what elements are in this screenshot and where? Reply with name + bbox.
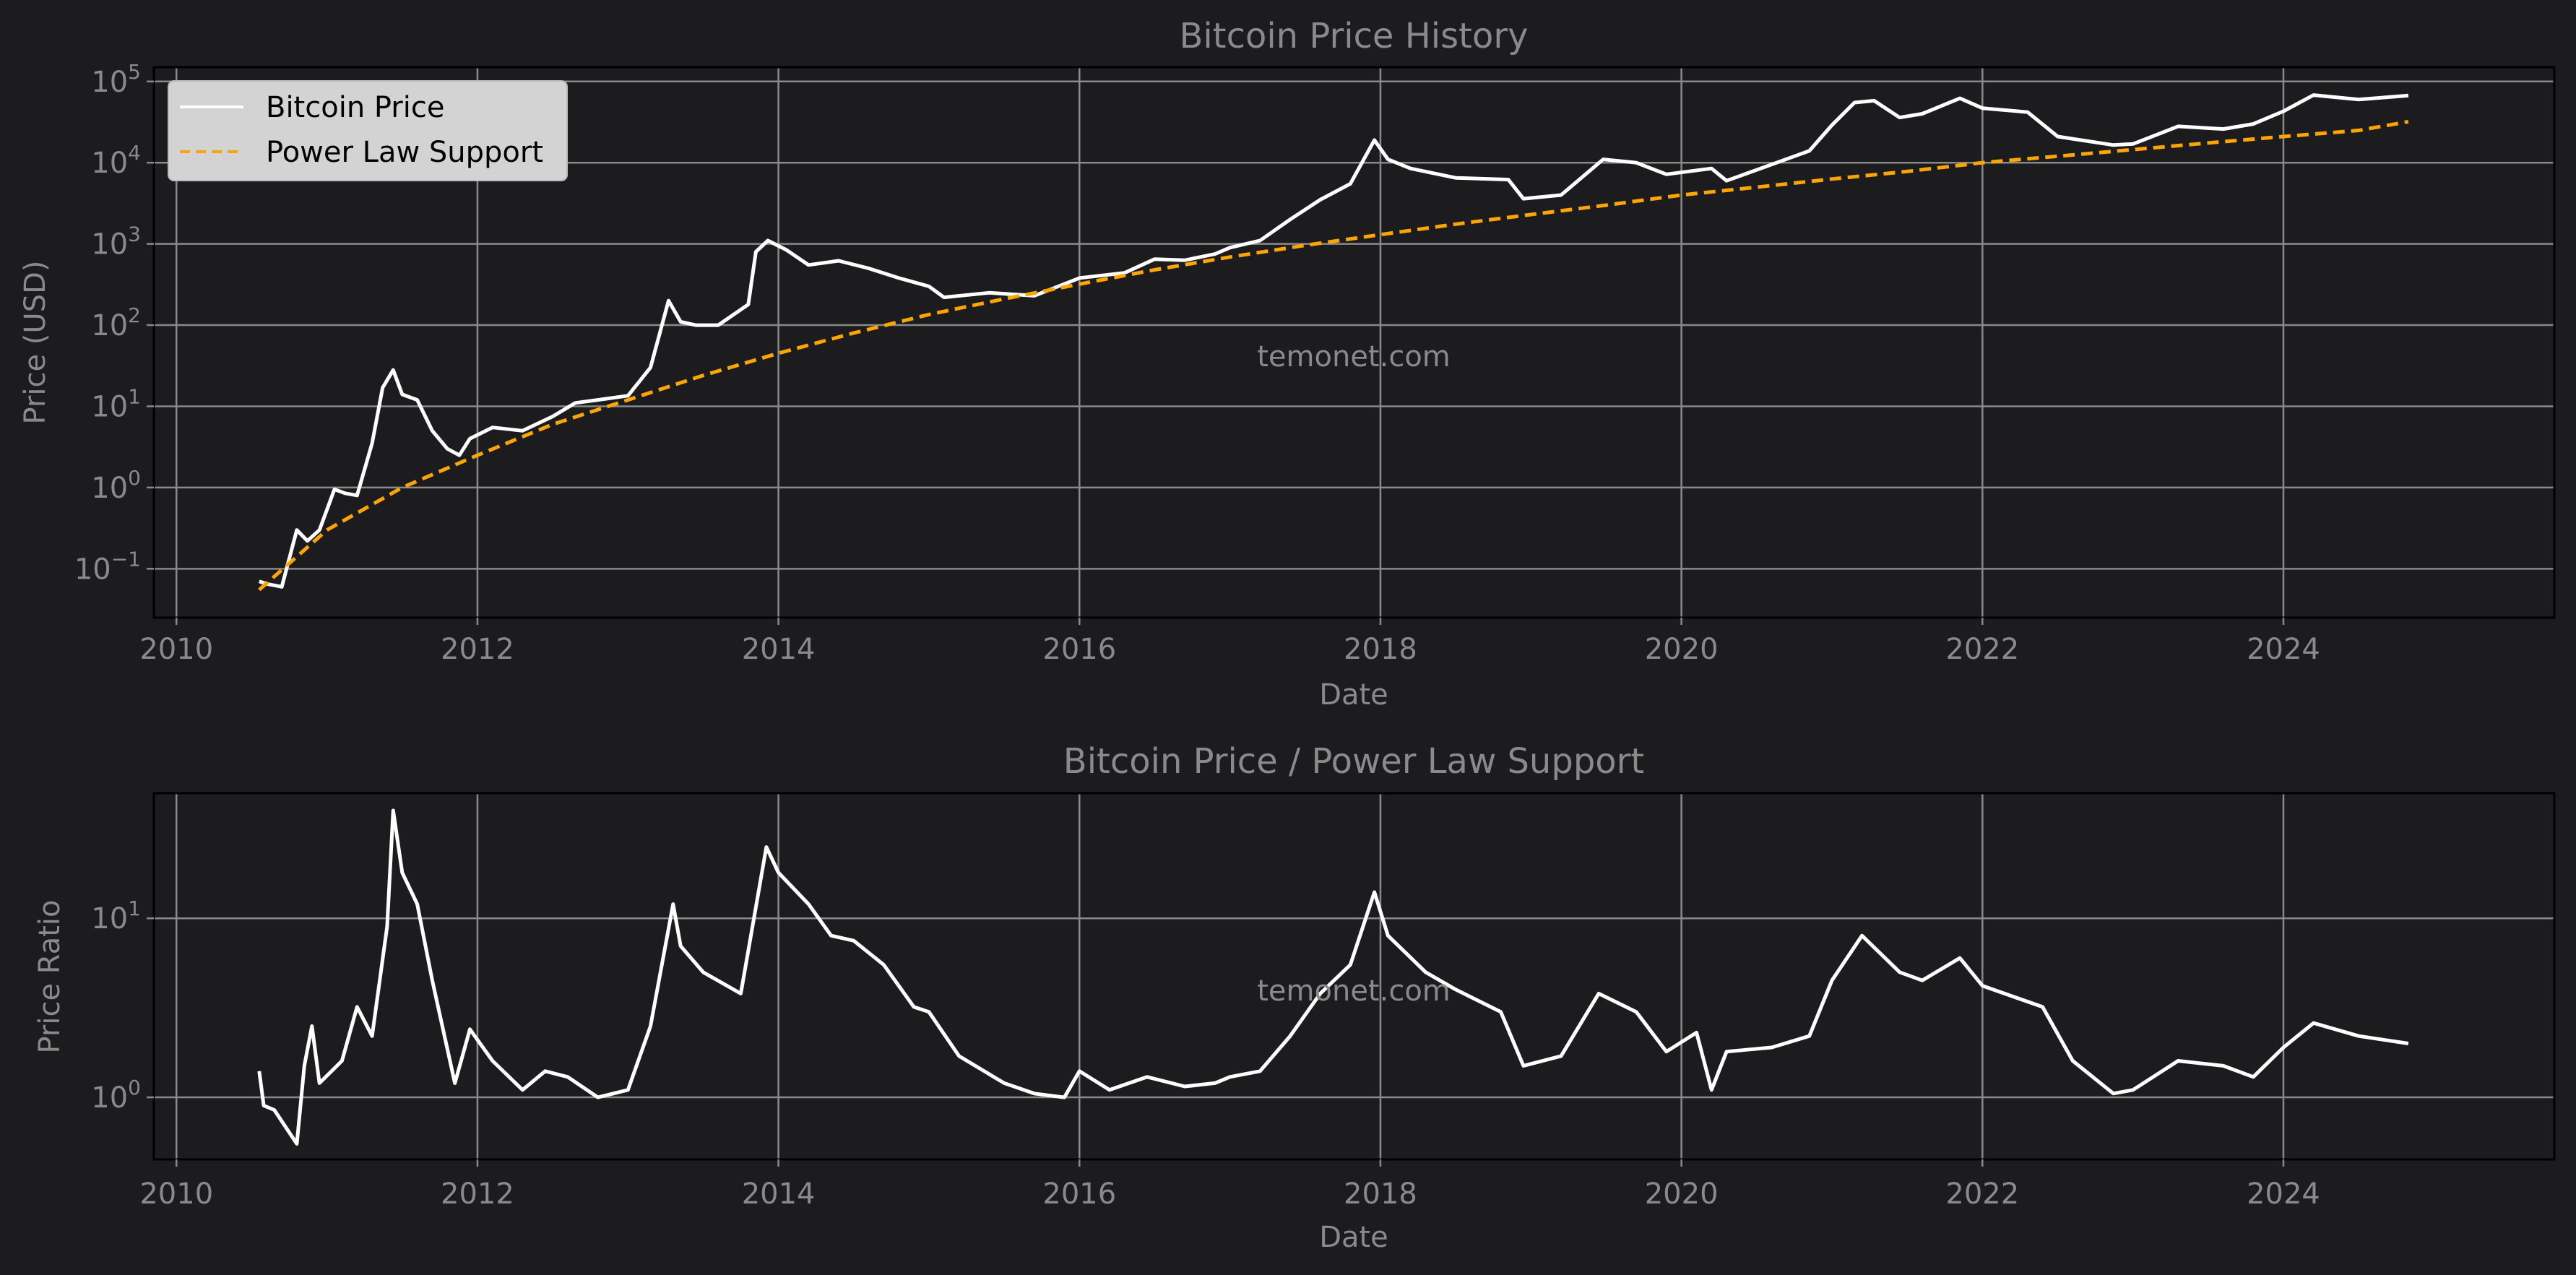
x-tick-label: 2024 <box>2247 1177 2320 1211</box>
y-tick-label: 10−1 <box>74 547 141 586</box>
y-tick-labels: 100 101 <box>91 896 154 1115</box>
x-axis-label: Date <box>1319 1221 1388 1254</box>
x-tick-label: 2016 <box>1042 1177 1116 1211</box>
x-tick-label: 2020 <box>1645 1177 1719 1211</box>
plot-frame <box>152 792 2556 1161</box>
chart-title: Bitcoin Price History <box>1180 16 1529 56</box>
x-tick-label: 2010 <box>139 1177 213 1211</box>
x-tick-label: 2012 <box>441 1177 514 1211</box>
legend-box <box>168 80 568 181</box>
grid <box>154 793 2554 1159</box>
y-tick-label: 103 <box>91 222 141 262</box>
chart-title: Bitcoin Price / Power Law Support <box>1063 741 1644 782</box>
x-tick-labels: 2010 2012 2014 2016 2018 2020 2022 2024 <box>139 1159 2320 1211</box>
legend-label-support: Power Law Support <box>266 136 543 169</box>
price-history-panel: Bitcoin Price History 2010 2012 2014 2016 20… <box>19 16 2556 712</box>
price-ratio-panel: Bitcoin Price / Power Law Support 2010 20… <box>33 741 2556 1254</box>
y-tick-label: 100 <box>91 1076 141 1115</box>
series-group <box>258 93 2409 592</box>
y-tick-label: 102 <box>91 303 141 342</box>
y-tick-label: 104 <box>91 141 141 180</box>
x-tick-label: 2022 <box>1945 1177 2019 1211</box>
x-tick-label: 2024 <box>2247 633 2320 666</box>
watermark: temonet.com <box>1257 974 1451 1008</box>
x-tick-label: 2018 <box>1344 1177 1417 1211</box>
y-axis-label: Price Ratio <box>33 900 66 1054</box>
bitcoin-price-line <box>258 93 2409 589</box>
x-tick-label: 2014 <box>742 633 816 666</box>
y-tick-label: 101 <box>91 384 141 423</box>
x-axis-label: Date <box>1319 678 1388 712</box>
watermark: temonet.com <box>1257 340 1451 373</box>
y-tick-label: 105 <box>91 60 141 99</box>
legend-label-price: Bitcoin Price <box>266 91 444 124</box>
series-group <box>257 808 2409 1146</box>
x-tick-label: 2012 <box>441 633 514 666</box>
price-ratio-line <box>257 808 2409 1146</box>
x-tick-label: 2014 <box>742 1177 816 1211</box>
y-tick-label: 100 <box>91 466 141 505</box>
x-tick-labels: 2010 2012 2014 2016 2018 2020 2022 2024 <box>139 618 2320 666</box>
power-law-support-line <box>258 119 2409 592</box>
y-tick-labels: 10−1 100 101 102 103 104 105 <box>74 60 154 586</box>
y-tick-label: 101 <box>91 896 141 935</box>
plot-frame <box>152 66 2556 619</box>
x-tick-label: 2022 <box>1945 633 2019 666</box>
x-tick-label: 2010 <box>139 633 213 666</box>
x-tick-label: 2016 <box>1042 633 1116 666</box>
x-tick-label: 2018 <box>1344 633 1417 666</box>
x-tick-label: 2020 <box>1645 633 1719 666</box>
y-axis-label: Price (USD) <box>19 261 52 425</box>
legend: Bitcoin Price Power Law Support <box>168 80 568 181</box>
